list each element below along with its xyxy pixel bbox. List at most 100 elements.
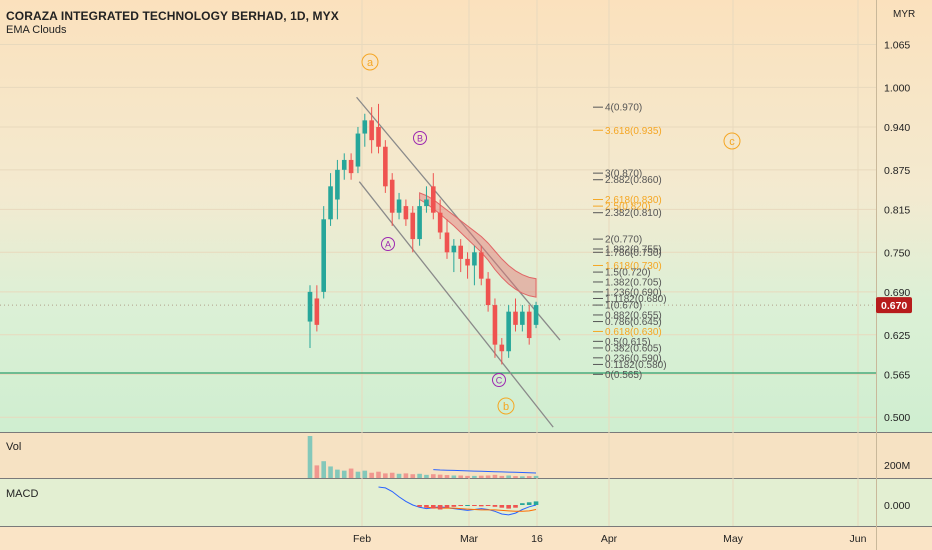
candle-body xyxy=(314,298,320,325)
candle[interactable] xyxy=(389,173,395,226)
fib-level-label: 2.618(0.830) xyxy=(605,195,662,206)
candle[interactable] xyxy=(417,199,422,246)
candle-body xyxy=(533,305,539,325)
candle[interactable] xyxy=(341,153,347,180)
candle[interactable] xyxy=(492,298,498,358)
candle[interactable] xyxy=(526,305,532,345)
fib-level-label: 0.1182(0.580) xyxy=(605,360,667,371)
candle[interactable] xyxy=(396,192,402,220)
y-tick-label: 0.815 xyxy=(884,204,910,216)
fib-level-label: 4(0.970) xyxy=(605,103,642,114)
volume-bar xyxy=(437,474,443,478)
candle[interactable] xyxy=(355,126,361,174)
channel-lower-line[interactable] xyxy=(358,181,554,428)
candle[interactable] xyxy=(444,219,450,259)
volume-bar xyxy=(307,436,313,478)
candle[interactable] xyxy=(383,140,388,193)
macd-histogram-bar xyxy=(506,505,511,509)
y-tick-label: 0.690 xyxy=(884,287,910,299)
volume-bar xyxy=(513,476,518,478)
candle[interactable] xyxy=(458,239,463,273)
y-tick-label: 0.625 xyxy=(884,330,910,342)
candle[interactable] xyxy=(410,206,416,253)
candle[interactable] xyxy=(307,285,313,348)
fib-level-label: 0.618(0.630) xyxy=(605,327,662,338)
main-pane-background xyxy=(0,0,932,432)
elliott-wave-label[interactable]: B xyxy=(413,131,427,145)
candle[interactable] xyxy=(328,173,333,226)
candle[interactable] xyxy=(403,199,409,226)
elliott-wave-label[interactable]: b xyxy=(497,397,515,415)
candle[interactable] xyxy=(314,285,320,332)
candle-body xyxy=(478,252,484,279)
candle[interactable] xyxy=(348,153,354,180)
candle[interactable] xyxy=(451,239,457,273)
volume-bar xyxy=(389,472,395,478)
candle[interactable] xyxy=(437,199,443,240)
fib-level-label: 1.882(0.755) xyxy=(605,244,662,255)
candle-body xyxy=(506,311,511,352)
volume-bar xyxy=(526,476,532,478)
fib-level-label: 0.382(0.605) xyxy=(605,343,662,354)
candle[interactable] xyxy=(513,298,518,332)
candle[interactable] xyxy=(499,338,505,365)
volume-bar xyxy=(465,475,470,478)
macd-histogram-bar xyxy=(499,505,505,508)
x-tick-label: 16 xyxy=(531,533,543,545)
indicator-label: EMA Clouds xyxy=(6,24,67,36)
candle-body xyxy=(437,212,443,233)
elliott-wave-label[interactable]: C xyxy=(492,373,506,387)
candle[interactable] xyxy=(478,245,484,286)
macd-histogram-bar xyxy=(451,505,457,507)
elliott-wave-label[interactable]: A xyxy=(381,237,395,251)
volume-bar xyxy=(499,475,505,478)
macd-histogram-bar xyxy=(478,505,484,507)
volume-bar xyxy=(396,473,402,478)
volume-bar xyxy=(431,474,436,478)
candle-body xyxy=(472,252,477,266)
elliott-wave-label[interactable]: c xyxy=(723,132,741,150)
candle-body xyxy=(492,305,498,345)
candle[interactable] xyxy=(431,173,436,220)
macd-histogram-bar xyxy=(492,505,498,507)
volume-bar xyxy=(410,474,416,478)
volume-bar xyxy=(444,475,450,478)
candle[interactable] xyxy=(485,272,491,312)
elliott-wave-circle xyxy=(413,131,427,145)
candle[interactable] xyxy=(472,245,477,286)
macd-axis-label: 0.000 xyxy=(884,500,910,512)
candle-body xyxy=(451,245,457,253)
fib-level-label: 3(0.870) xyxy=(605,169,642,180)
fib-level-label: 1(0.670) xyxy=(605,301,642,312)
fib-level-label: 0.882(0.655) xyxy=(605,310,662,321)
macd-histogram-bar xyxy=(444,505,450,508)
volume-pane-label: Vol xyxy=(6,441,22,453)
candle-body xyxy=(383,146,388,187)
candle-body xyxy=(485,278,491,306)
volume-bar xyxy=(451,475,457,478)
candle[interactable] xyxy=(424,186,429,213)
volume-bar xyxy=(362,470,368,478)
candle-body xyxy=(307,291,313,322)
candle[interactable] xyxy=(506,305,511,358)
fib-level-label: 2.382(0.810) xyxy=(605,208,662,219)
x-tick-label: Apr xyxy=(601,533,618,545)
elliott-wave-label[interactable]: a xyxy=(361,53,379,71)
volume-bar xyxy=(369,472,374,478)
candle[interactable] xyxy=(362,113,368,147)
y-tick-label: 0.500 xyxy=(884,412,910,424)
currency-label: MYR xyxy=(893,9,915,20)
candle[interactable] xyxy=(520,305,525,332)
macd-histogram-bar xyxy=(424,505,429,508)
candle-body xyxy=(520,311,525,325)
candle[interactable] xyxy=(376,103,381,154)
candle[interactable] xyxy=(533,301,539,329)
volume-bar xyxy=(341,470,347,478)
elliott-wave-text: A xyxy=(385,240,391,250)
candle[interactable] xyxy=(321,206,326,299)
candle[interactable] xyxy=(335,159,340,220)
candle[interactable] xyxy=(465,252,470,279)
volume-bar xyxy=(458,475,463,478)
candle[interactable] xyxy=(369,107,374,154)
